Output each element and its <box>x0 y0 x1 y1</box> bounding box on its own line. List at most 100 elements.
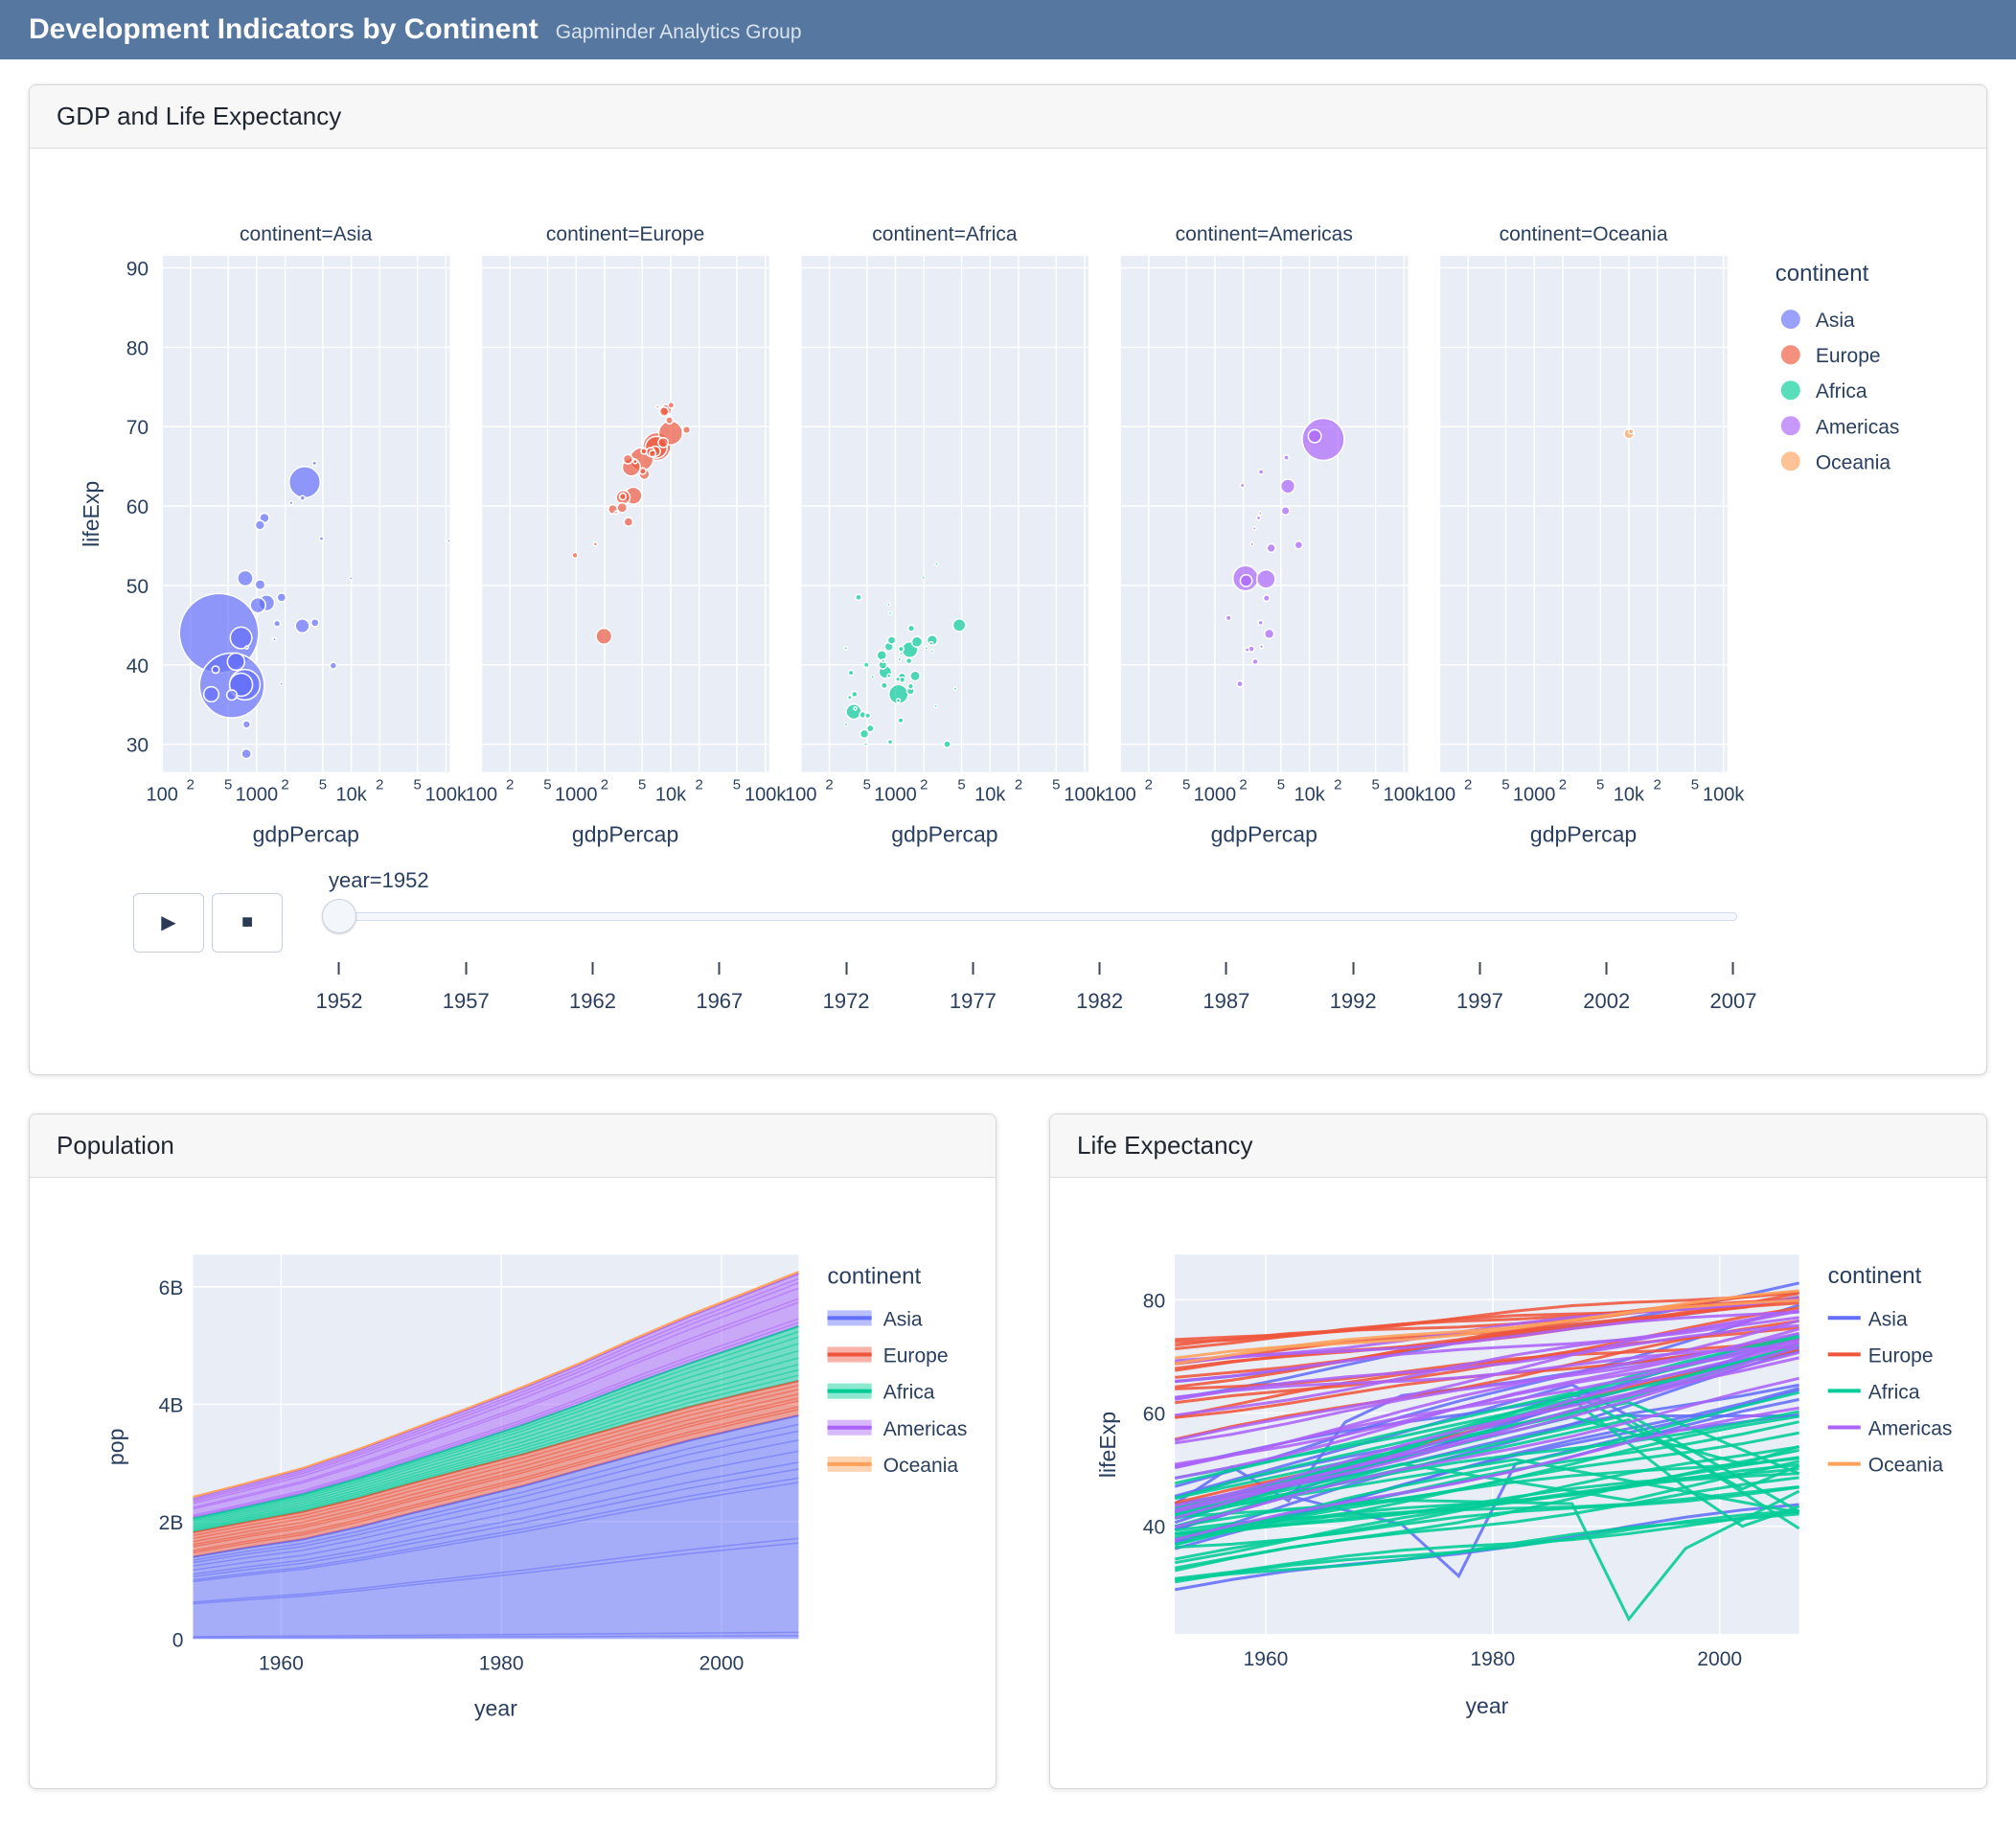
country-line-africa <box>1175 1512 1799 1581</box>
svg-text:2: 2 <box>1239 777 1247 793</box>
slider-year-tick-1972[interactable]: 1972 <box>823 961 870 1014</box>
legend-item-oceania[interactable]: Oceania <box>1827 1454 1944 1476</box>
year-slider-handle[interactable] <box>322 898 356 933</box>
facet-asia: continent=Asia 100 1000 10k 100k 2 5 2 5 2 5 gdpPer… <box>146 223 468 847</box>
svg-text:gdpPercap: gdpPercap <box>1530 822 1637 847</box>
svg-text:5: 5 <box>1371 777 1379 793</box>
svg-text:2: 2 <box>601 777 608 793</box>
svg-text:continent=Europe: continent=Europe <box>546 223 704 245</box>
svg-text:year: year <box>1466 1693 1509 1718</box>
svg-text:5: 5 <box>1052 777 1060 793</box>
legend-item-asia[interactable]: Asia <box>827 1308 923 1330</box>
legend-item-africa[interactable]: Africa <box>827 1381 935 1403</box>
life-expectancy-legend: continent Asia Europe Africa Americas Oceania <box>1827 1263 1953 1476</box>
svg-text:1000: 1000 <box>555 785 598 806</box>
country-line-africa <box>1175 1489 1800 1622</box>
svg-text:100: 100 <box>146 785 177 806</box>
card-title-population: Population <box>30 1114 996 1178</box>
svg-text:70: 70 <box>126 417 149 439</box>
facet-americas: continent=Americas 100 1000 10k 100k 2 5 2 5 2 5 gd… <box>1104 223 1426 847</box>
svg-text:1000: 1000 <box>1513 785 1556 806</box>
svg-text:pop: pop <box>103 1428 128 1464</box>
card-title-life-expectancy: Life Expectancy <box>1050 1114 1986 1178</box>
svg-text:2: 2 <box>187 777 195 793</box>
year-slider-track[interactable] <box>322 898 1737 933</box>
slider-year-tick-2002[interactable]: 2002 <box>1583 961 1630 1014</box>
slider-year-tick-1987[interactable]: 1987 <box>1203 961 1249 1014</box>
slider-year-tick-1977[interactable]: 1977 <box>950 961 997 1014</box>
svg-text:gdpPercap: gdpPercap <box>253 822 359 847</box>
slider-year-tick-1962[interactable]: 1962 <box>569 961 616 1014</box>
facet-europe: continent=Europe 100 1000 10k 100k 2 5 2 5 2 5 gdpP… <box>466 223 788 847</box>
svg-text:10k: 10k <box>1614 785 1645 806</box>
legend-item-asia[interactable]: Asia <box>1827 1308 1908 1330</box>
svg-text:gdpPercap: gdpPercap <box>891 822 997 847</box>
svg-text:lifeExp: lifeExp <box>79 481 103 547</box>
legend-item-americas[interactable]: Americas <box>827 1417 968 1439</box>
svg-text:2: 2 <box>920 777 928 793</box>
facet-africa: continent=Africa 100 1000 10k 100k 2 5 2 5 2 5 gdpP… <box>785 223 1107 847</box>
legend-item-americas[interactable]: Americas <box>1827 1417 1953 1439</box>
legend-item-africa[interactable]: Africa <box>1780 380 1867 402</box>
year-slider-label: year=1952 <box>329 867 429 892</box>
legend-item-europe[interactable]: Europe <box>827 1344 949 1367</box>
slider-year-tick-1967[interactable]: 1967 <box>696 961 743 1014</box>
country-line-africa <box>1174 1397 1800 1528</box>
svg-text:2: 2 <box>1464 777 1472 793</box>
svg-text:5: 5 <box>1691 777 1699 793</box>
legend-item-africa[interactable]: Africa <box>1827 1381 1920 1403</box>
year-slider-ticks: 1952 1957 1962 1967 1972 1977 1982 1987 1992 1997… <box>316 961 1756 1029</box>
svg-text:continent: continent <box>1828 1263 1922 1289</box>
svg-text:Europe: Europe <box>1816 345 1881 367</box>
legend-item-asia[interactable]: Asia <box>1780 310 1855 332</box>
slider-year-tick-1957[interactable]: 1957 <box>443 961 490 1014</box>
card-population: Population 0 2B 4B 6B 1960 1980 2000 year pop con… <box>29 1113 997 1789</box>
app-subtitle: Gapminder Analytics Group <box>555 21 802 43</box>
svg-text:5: 5 <box>413 777 421 793</box>
svg-text:5: 5 <box>638 777 646 793</box>
svg-text:Oceania: Oceania <box>1868 1454 1944 1476</box>
svg-text:100k: 100k <box>1384 785 1426 806</box>
legend-item-americas[interactable]: Americas <box>1780 416 1900 438</box>
svg-text:year: year <box>474 1695 517 1720</box>
gdp-life-expectancy-figure[interactable]: 30 40 50 60 70 80 90 lifeExp continent=Asia 100 10… <box>49 168 1967 859</box>
svg-text:5: 5 <box>1277 777 1285 793</box>
svg-text:5: 5 <box>1501 777 1509 793</box>
svg-text:80: 80 <box>126 337 149 359</box>
svg-text:continent=Americas: continent=Americas <box>1176 223 1353 245</box>
svg-text:gdpPercap: gdpPercap <box>572 822 678 847</box>
country-line-americas <box>1174 1376 1799 1528</box>
slider-year-tick-1952[interactable]: 1952 <box>316 961 362 1014</box>
animation-controls: ▶ ■ year=1952 1952 1957 1962 1967 1972 1977 19… <box>49 868 1967 1055</box>
svg-text:gdpPercap: gdpPercap <box>1211 822 1317 847</box>
slider-year-tick-1997[interactable]: 1997 <box>1456 961 1503 1014</box>
svg-text:1980: 1980 <box>1470 1648 1515 1670</box>
legend-item-oceania[interactable]: Oceania <box>1780 451 1891 473</box>
svg-text:continent=Oceania: continent=Oceania <box>1500 223 1668 245</box>
legend-item-europe[interactable]: Europe <box>1827 1344 1934 1367</box>
card-gdp-life-expectancy: GDP and Life Expectancy 30 40 50 60 70 80 90 li… <box>29 84 1987 1075</box>
svg-text:continent=Africa: continent=Africa <box>872 223 1018 245</box>
svg-text:100: 100 <box>1104 785 1135 806</box>
life-expectancy-figure[interactable]: 40 60 80 1960 1980 2000 year lifeExp continent As… <box>1069 1197 1967 1768</box>
slider-year-tick-1982[interactable]: 1982 <box>1076 961 1123 1014</box>
svg-text:10k: 10k <box>974 785 1006 806</box>
svg-text:2: 2 <box>281 777 288 793</box>
legend-item-europe[interactable]: Europe <box>1780 345 1881 367</box>
svg-text:5: 5 <box>543 777 551 793</box>
svg-text:2: 2 <box>825 777 833 793</box>
legend-item-oceania[interactable]: Oceania <box>827 1455 959 1477</box>
play-button[interactable]: ▶ <box>133 892 204 953</box>
svg-text:5: 5 <box>224 777 232 793</box>
slider-year-tick-2007[interactable]: 2007 <box>1710 961 1756 1014</box>
country-line-americas <box>1174 1341 1799 1512</box>
slider-year-tick-1992[interactable]: 1992 <box>1330 961 1377 1014</box>
svg-text:2: 2 <box>506 777 514 793</box>
svg-text:Africa: Africa <box>1868 1381 1920 1403</box>
svg-text:2B: 2B <box>159 1512 184 1534</box>
country-line-americas <box>1174 1327 1800 1480</box>
stop-button[interactable]: ■ <box>212 892 283 953</box>
population-figure[interactable]: 0 2B 4B 6B 1960 1980 2000 year pop continent Asia E… <box>49 1197 976 1769</box>
svg-text:Europe: Europe <box>1868 1344 1934 1367</box>
